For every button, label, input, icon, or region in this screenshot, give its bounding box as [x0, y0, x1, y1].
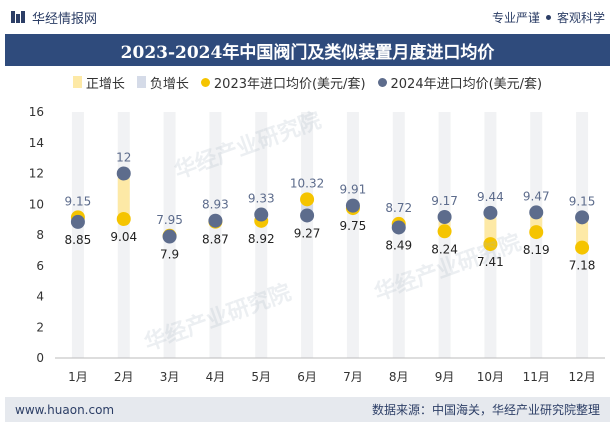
legend-2023-dot-icon — [200, 77, 210, 87]
x-tick-label: 6月 — [297, 370, 317, 384]
x-tick-label: 3月 — [160, 370, 180, 384]
y-tick-label: 10 — [29, 197, 44, 211]
x-tick-label: 9月 — [435, 370, 455, 384]
footer-source: 数据来源：中国海关，华经产业研究院整理 — [371, 403, 600, 417]
increase-bar — [117, 173, 130, 220]
chart-title: 2023-2024年中国阀门及类似装置月度进口均价 — [120, 42, 495, 63]
x-tick-label: 2月 — [114, 370, 134, 384]
legend-2023-label: 2023年进口均价(美元/套) — [213, 76, 366, 92]
tagline: 专业严谨 客观科学 — [492, 9, 605, 26]
brand-name: 华经情报网 — [32, 11, 98, 27]
y-tick-label: 8 — [36, 228, 44, 242]
x-tick-label: 7月 — [343, 370, 363, 384]
point-2024 — [575, 210, 590, 225]
legend-increase-label: 正增长 — [85, 76, 125, 92]
x-tick-label: 12月 — [568, 370, 595, 384]
point-2023 — [116, 212, 131, 227]
data-label-2024: 9.15 — [569, 194, 596, 208]
point-2024 — [345, 198, 360, 213]
tagline-right: 客观科学 — [556, 10, 605, 25]
tagline-left: 专业严谨 — [491, 10, 540, 25]
data-label-2023: 9.04 — [110, 230, 137, 244]
point-2024 — [391, 220, 406, 235]
point-2023 — [437, 224, 452, 239]
footer-bar: www.huaon.com 数据来源：中国海关，华经产业研究院整理 — [5, 397, 610, 422]
y-tick-label: 0 — [36, 351, 44, 365]
data-label-2023: 9.15 — [65, 194, 92, 208]
legend-decrease-label: 负增长 — [149, 76, 189, 92]
y-tick-label: 4 — [36, 290, 44, 304]
point-2023 — [529, 225, 544, 240]
y-tick-label: 2 — [36, 320, 44, 334]
legend-item-2024[interactable]: 2024年进口均价(美元/套) — [377, 73, 543, 92]
column-background — [71, 112, 84, 358]
increase-bar — [484, 212, 497, 245]
point-2024 — [437, 210, 452, 225]
column-background — [346, 112, 359, 358]
data-label-2023: 7.18 — [569, 259, 596, 273]
point-2024 — [162, 229, 177, 244]
point-2023 — [575, 240, 590, 255]
point-2023 — [300, 192, 315, 207]
y-tick-label: 6 — [36, 259, 44, 273]
legend-2024-dot-icon — [377, 77, 387, 87]
point-2024 — [208, 213, 223, 228]
y-tick-label: 12 — [29, 167, 44, 181]
data-label-2023: 9.75 — [340, 219, 367, 233]
legend-item-2023[interactable]: 2023年进口均价(美元/套) — [200, 73, 366, 92]
data-label-2024: 7.9 — [160, 248, 179, 262]
data-label-2023: 10.32 — [290, 176, 324, 190]
x-tick-label: 11月 — [523, 370, 550, 384]
legend-increase-swatch-icon — [72, 76, 82, 88]
data-label-2024: 9.91 — [340, 183, 367, 197]
data-label-2024: 8.93 — [202, 198, 229, 212]
y-tick-label: 14 — [29, 136, 44, 150]
data-label-2024: 9.27 — [294, 226, 321, 240]
data-label-2023: 8.92 — [248, 232, 275, 246]
point-2024 — [254, 207, 269, 222]
legend-item-decrease[interactable]: 负增长 — [136, 73, 189, 92]
data-label-2024: 12 — [116, 151, 131, 165]
point-2024 — [70, 214, 85, 229]
column-background — [209, 112, 222, 358]
point-2024 — [300, 208, 315, 223]
data-label-2024: 9.47 — [523, 189, 550, 203]
legend-decrease-swatch-icon — [136, 76, 146, 88]
x-tick-label: 5月 — [251, 370, 271, 384]
point-2024 — [116, 166, 131, 181]
data-label-2023: 8.87 — [202, 233, 229, 247]
brand-logo[interactable]: 华经情报网 — [10, 8, 97, 27]
data-label-2023: 8.24 — [431, 242, 458, 256]
data-label-2024: 9.33 — [248, 192, 275, 206]
column-background — [392, 112, 405, 358]
data-label-2023: 8.19 — [523, 243, 550, 257]
point-2024 — [529, 205, 544, 220]
tagline-separator-icon — [545, 14, 551, 20]
column-background — [301, 112, 314, 358]
data-label-2024: 9.17 — [431, 194, 458, 208]
legend-2024-label: 2024年进口均价(美元/套) — [390, 76, 543, 92]
data-label-2024: 8.49 — [385, 238, 412, 252]
column-background — [255, 112, 268, 358]
data-label-2024: 9.44 — [477, 190, 504, 204]
x-tick-label: 1月 — [68, 370, 88, 384]
point-2023 — [483, 237, 498, 252]
x-tick-label: 8月 — [389, 370, 409, 384]
top-bar: 华经情报网 专业严谨 客观科学 — [0, 0, 615, 34]
chart-legend: 正增长 负增长 2023年进口均价(美元/套) 2024年进口均价(美元/套) — [0, 70, 615, 94]
x-tick-label: 4月 — [206, 370, 226, 384]
data-label-2023: 7.41 — [477, 255, 504, 269]
data-label-2023: 8.72 — [385, 201, 412, 215]
footer-website[interactable]: www.huaon.com — [15, 402, 115, 417]
increase-bar — [576, 217, 589, 248]
legend-item-increase[interactable]: 正增长 — [72, 73, 125, 92]
x-tick-label: 10月 — [477, 370, 504, 384]
point-2024 — [483, 205, 498, 220]
data-label-2024: 8.85 — [65, 233, 92, 247]
chart-title-bar: 2023-2024年中国阀门及类似装置月度进口均价 — [5, 34, 610, 66]
y-tick-label: 16 — [29, 105, 44, 119]
data-label-2023: 7.95 — [156, 213, 183, 227]
brand-logo-icon — [11, 11, 25, 23]
